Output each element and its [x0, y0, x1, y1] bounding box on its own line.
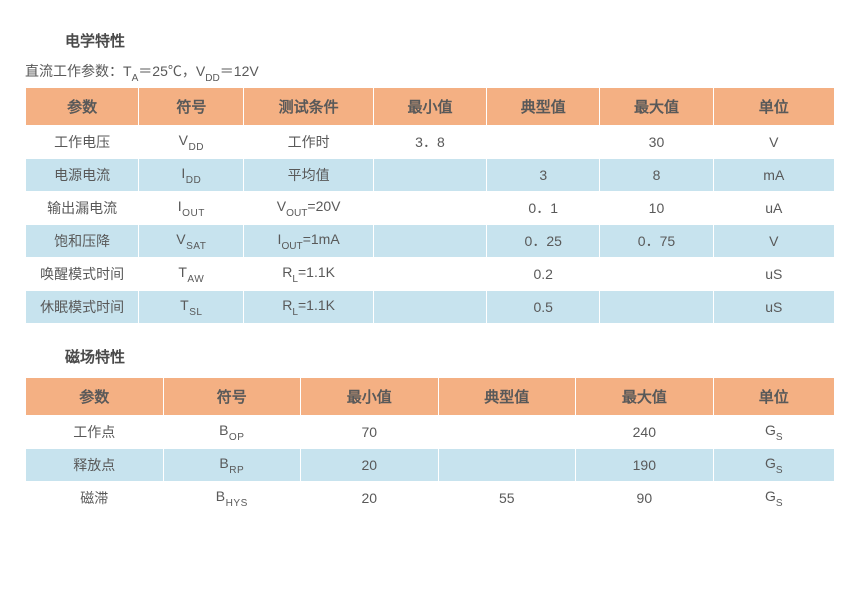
cell-condition: RL=1.1K: [244, 290, 373, 323]
cell-max: 240: [576, 415, 714, 448]
cell-typ: 0．1: [487, 191, 600, 224]
cell-param: 休眠模式时间: [26, 290, 139, 323]
cond-sub2: DD: [205, 73, 220, 84]
table-row: 饱和压降VSATIOUT=1mA 0．250．75V: [26, 224, 835, 257]
cell-max: 8: [600, 158, 713, 191]
th2-typ: 典型值: [438, 377, 576, 415]
cond-suffix: ＝12V: [220, 63, 259, 79]
cell-symbol: VSAT: [139, 224, 244, 257]
cell-min: [373, 224, 486, 257]
th-param: 参数: [26, 87, 139, 125]
cell-max: 10: [600, 191, 713, 224]
cell-param: 磁滞: [26, 481, 164, 514]
cell-unit: V: [713, 125, 834, 158]
cell-unit: uS: [713, 290, 834, 323]
cell-typ: 0.5: [487, 290, 600, 323]
section1-title: 电学特性: [65, 30, 835, 51]
cell-max: 90: [576, 481, 714, 514]
table-row: 释放点BRP20 190GS: [26, 448, 835, 481]
table-row: 休眠模式时间TSLRL=1.1K 0.5 uS: [26, 290, 835, 323]
cell-param: 饱和压降: [26, 224, 139, 257]
table1-header-row: 参数 符号 测试条件 最小值 典型值 最大值 单位: [26, 87, 835, 125]
cond-mid: ＝25℃，V: [138, 63, 205, 79]
cell-typ: 3: [487, 158, 600, 191]
th-cond: 测试条件: [244, 87, 373, 125]
cond-prefix: 直流工作参数：T: [25, 63, 132, 79]
cell-max: 30: [600, 125, 713, 158]
section2-title: 磁场特性: [65, 346, 835, 367]
cell-param: 电源电流: [26, 158, 139, 191]
section1-conditions: 直流工作参数：TA＝25℃，VDD＝12V: [25, 61, 835, 83]
cell-min: 3．8: [373, 125, 486, 158]
cell-typ: 0.2: [487, 257, 600, 290]
th2-param: 参数: [26, 377, 164, 415]
cell-typ: 55: [438, 481, 576, 514]
cell-param: 释放点: [26, 448, 164, 481]
th-symbol: 符号: [139, 87, 244, 125]
th2-max: 最大值: [576, 377, 714, 415]
cond-sub1: A: [132, 73, 139, 84]
th-typ: 典型值: [487, 87, 600, 125]
cell-condition: RL=1.1K: [244, 257, 373, 290]
cell-symbol: IOUT: [139, 191, 244, 224]
cell-symbol: IDD: [139, 158, 244, 191]
cell-typ: [438, 448, 576, 481]
cell-max: 190: [576, 448, 714, 481]
table-row: 唤醒模式时间TAWRL=1.1K 0.2 uS: [26, 257, 835, 290]
cell-symbol: TAW: [139, 257, 244, 290]
cell-symbol: VDD: [139, 125, 244, 158]
cell-symbol: BHYS: [163, 481, 301, 514]
cell-symbol: TSL: [139, 290, 244, 323]
cell-min: [373, 158, 486, 191]
cell-param: 工作点: [26, 415, 164, 448]
cell-min: [373, 290, 486, 323]
cell-typ: [487, 125, 600, 158]
cell-min: 20: [301, 481, 439, 514]
cell-min: [373, 257, 486, 290]
table2-header-row: 参数 符号 最小值 典型值 最大值 单位: [26, 377, 835, 415]
th2-min: 最小值: [301, 377, 439, 415]
cell-condition: 工作时: [244, 125, 373, 158]
cell-typ: [438, 415, 576, 448]
cell-unit: GS: [713, 481, 834, 514]
table-row: 工作点BOP70 240GS: [26, 415, 835, 448]
th-min: 最小值: [373, 87, 486, 125]
cell-max: 0．75: [600, 224, 713, 257]
cell-condition: 平均值: [244, 158, 373, 191]
cell-param: 输出漏电流: [26, 191, 139, 224]
cell-max: [600, 290, 713, 323]
cell-unit: GS: [713, 448, 834, 481]
table-row: 工作电压VDD工作时3．8 30V: [26, 125, 835, 158]
cell-symbol: BRP: [163, 448, 301, 481]
cell-symbol: BOP: [163, 415, 301, 448]
cell-condition: VOUT=20V: [244, 191, 373, 224]
table-row: 输出漏电流IOUTVOUT=20V 0．110uA: [26, 191, 835, 224]
cell-unit: V: [713, 224, 834, 257]
table-row: 磁滞BHYS205590GS: [26, 481, 835, 514]
th-unit: 单位: [713, 87, 834, 125]
cell-min: 70: [301, 415, 439, 448]
cell-unit: uA: [713, 191, 834, 224]
cell-param: 唤醒模式时间: [26, 257, 139, 290]
cell-typ: 0．25: [487, 224, 600, 257]
table-row: 电源电流IDD平均值 38mA: [26, 158, 835, 191]
cell-max: [600, 257, 713, 290]
cell-unit: mA: [713, 158, 834, 191]
cell-condition: IOUT=1mA: [244, 224, 373, 257]
cell-param: 工作电压: [26, 125, 139, 158]
th2-symbol: 符号: [163, 377, 301, 415]
th-max: 最大值: [600, 87, 713, 125]
magnetic-table: 参数 符号 最小值 典型值 最大值 单位 工作点BOP70240GS释放点BRP…: [25, 377, 835, 515]
cell-min: 20: [301, 448, 439, 481]
cell-unit: uS: [713, 257, 834, 290]
cell-unit: GS: [713, 415, 834, 448]
cell-min: [373, 191, 486, 224]
electrical-table: 参数 符号 测试条件 最小值 典型值 最大值 单位 工作电压VDD工作时3．83…: [25, 87, 835, 324]
th2-unit: 单位: [713, 377, 834, 415]
